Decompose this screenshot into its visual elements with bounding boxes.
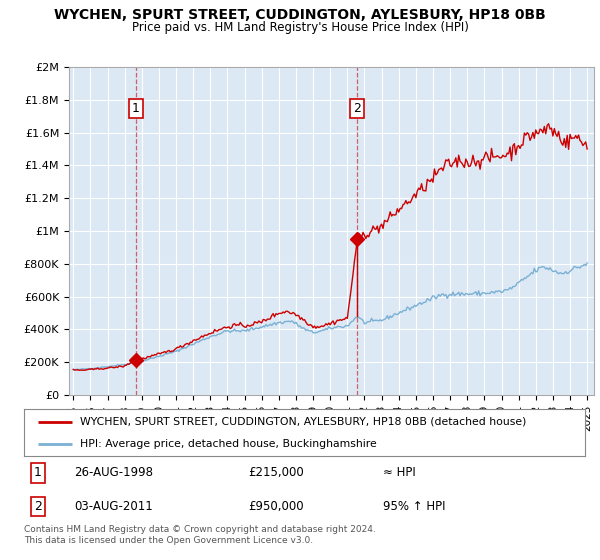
Text: £215,000: £215,000	[248, 466, 304, 479]
Text: £950,000: £950,000	[248, 500, 304, 513]
Text: 26-AUG-1998: 26-AUG-1998	[74, 466, 154, 479]
Text: Price paid vs. HM Land Registry's House Price Index (HPI): Price paid vs. HM Land Registry's House …	[131, 21, 469, 34]
Text: 1: 1	[34, 466, 42, 479]
Text: 2: 2	[34, 500, 42, 513]
Text: 1: 1	[132, 102, 140, 115]
Text: 03-AUG-2011: 03-AUG-2011	[74, 500, 153, 513]
Text: ≈ HPI: ≈ HPI	[383, 466, 416, 479]
Text: WYCHEN, SPURT STREET, CUDDINGTON, AYLESBURY, HP18 0BB: WYCHEN, SPURT STREET, CUDDINGTON, AYLESB…	[54, 8, 546, 22]
Text: Contains HM Land Registry data © Crown copyright and database right 2024.
This d: Contains HM Land Registry data © Crown c…	[24, 525, 376, 545]
Text: WYCHEN, SPURT STREET, CUDDINGTON, AYLESBURY, HP18 0BB (detached house): WYCHEN, SPURT STREET, CUDDINGTON, AYLESB…	[80, 417, 526, 427]
Text: 95% ↑ HPI: 95% ↑ HPI	[383, 500, 446, 513]
Text: 2: 2	[353, 102, 361, 115]
Text: HPI: Average price, detached house, Buckinghamshire: HPI: Average price, detached house, Buck…	[80, 438, 377, 449]
